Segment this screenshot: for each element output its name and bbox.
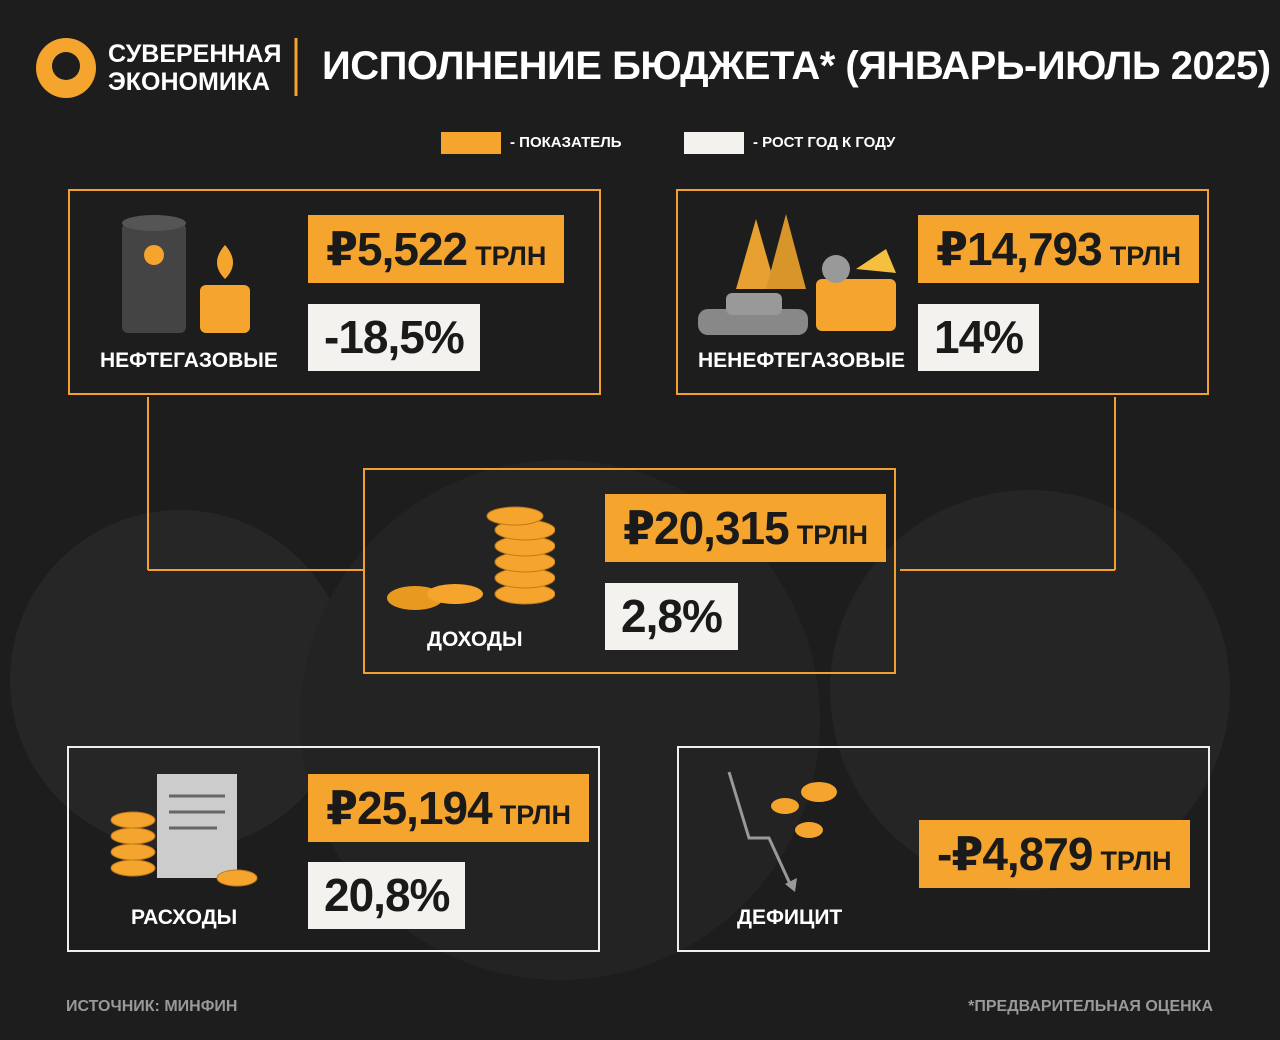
- value-number: ₽5,522: [326, 223, 468, 275]
- card: ДЕФИЦИТ -₽4,879 ТРЛН: [677, 746, 1210, 952]
- unit: ТРЛН: [1109, 241, 1181, 271]
- card-label: ДОХОДЫ: [427, 628, 523, 651]
- title: ИСПОЛНЕНИЕ БЮДЖЕТА* (ЯНВАРЬ-ИЮЛЬ 2025): [322, 44, 1271, 88]
- growth: -18,5%: [308, 304, 480, 371]
- value: ₽14,793 ТРЛН: [918, 215, 1199, 283]
- card-label: НЕНЕФТЕГАЗОВЫЕ: [698, 349, 905, 372]
- icon: [387, 506, 555, 610]
- value-number: -₽4,879: [937, 828, 1093, 880]
- icon: [110, 774, 258, 887]
- growth: 20,8%: [308, 862, 466, 929]
- icon: [122, 215, 250, 333]
- icon: [727, 771, 837, 892]
- card: РАСХОДЫ ₽25,194 ТРЛН 20,8%: [67, 746, 600, 952]
- value-number: ₽14,793: [936, 223, 1103, 275]
- card: ДОХОДЫ ₽20,315 ТРЛН 2,8%: [363, 468, 896, 674]
- value: -₽4,879 ТРЛН: [919, 820, 1190, 888]
- value-number: ₽20,315: [623, 502, 790, 554]
- card-label: ДЕФИЦИТ: [737, 906, 843, 929]
- value: ₽25,194 ТРЛН: [308, 774, 589, 842]
- card-label: НЕФТЕГАЗОВЫЕ: [100, 349, 278, 372]
- legend-indicator: - ПОКАЗАТЕЛЬ: [510, 134, 622, 151]
- value: ₽20,315 ТРЛН: [605, 494, 886, 562]
- card-label: РАСХОДЫ: [131, 906, 238, 929]
- unit: ТРЛН: [1100, 846, 1172, 876]
- unit: ТРЛН: [499, 800, 571, 830]
- logo: СУВЕРЕННАЯ ЭКОНОМИКА: [108, 40, 282, 96]
- growth: 14%: [918, 304, 1040, 371]
- unit: ТРЛН: [475, 241, 547, 271]
- icon: [698, 214, 896, 335]
- footnote: *ПРЕДВАРИТЕЛЬНАЯ ОЦЕНКА: [968, 998, 1213, 1015]
- growth: 2,8%: [605, 583, 738, 650]
- legend-growth: - РОСТ ГОД К ГОДУ: [753, 134, 896, 151]
- card: НЕНЕФТЕГАЗОВЫЕ ₽14,793 ТРЛН 14%: [676, 189, 1209, 395]
- value-number: ₽25,194: [326, 782, 493, 834]
- logo-line: ЭКОНОМИКА: [108, 68, 271, 96]
- logo-line: СУВЕРЕННАЯ: [108, 40, 282, 68]
- card: НЕФТЕГАЗОВЫЕ ₽5,522 ТРЛН -18,5%: [68, 189, 601, 395]
- unit: ТРЛН: [796, 520, 868, 550]
- source: ИСТОЧНИК: МИНФИН: [66, 998, 238, 1015]
- value: ₽5,522 ТРЛН: [308, 215, 565, 283]
